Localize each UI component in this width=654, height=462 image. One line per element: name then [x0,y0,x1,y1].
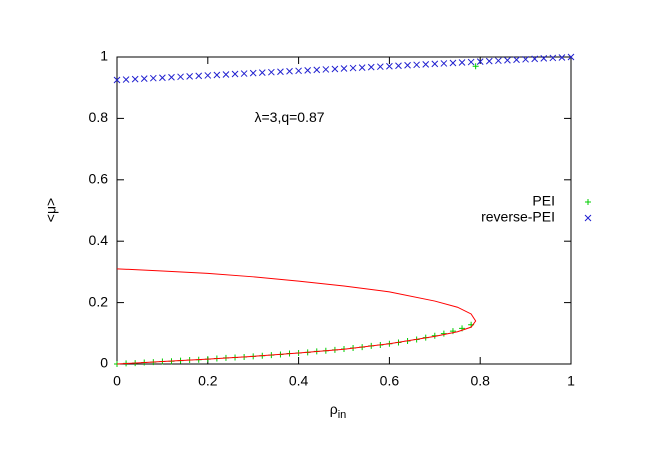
point [304,67,312,74]
point [440,330,447,337]
point [149,74,157,82]
point [177,73,184,81]
point [331,65,339,73]
point [268,68,275,76]
point [358,64,366,71]
x-tick-label: 0.4 [289,373,309,389]
point [531,55,539,63]
point [122,76,130,83]
point [540,55,548,62]
point [186,72,193,80]
point [313,66,321,74]
y-axis-label: <μ> [43,198,59,222]
point [213,71,221,79]
annotation: λ=3,q=0.87 [254,109,324,125]
point [195,72,203,80]
point [522,55,529,63]
x-axis-label-main: ρ [330,401,338,417]
x-tick-label: 0.8 [470,373,490,389]
x-tick-label: 0 [113,373,121,389]
point [395,62,402,70]
plot-frame [116,56,572,365]
point [231,70,239,78]
point [349,64,357,72]
x-axis-label: ρin [330,401,347,421]
point [258,69,266,77]
point [340,65,348,72]
point [204,72,212,79]
point [440,60,448,67]
legend-label: PEI [532,193,555,209]
point [567,53,575,61]
point [113,76,121,84]
x-tick-label: 0.2 [198,373,218,389]
point [240,70,248,77]
point [140,75,148,82]
y-tick-label: 0.2 [89,293,109,309]
y-tick-label: 0.6 [89,171,109,187]
point [513,56,520,64]
point [376,63,384,71]
point [558,54,566,61]
point [449,59,457,67]
point [131,75,139,83]
point [367,63,375,71]
point [549,54,557,62]
point [476,58,484,65]
y-tick-label: 0.8 [89,109,109,125]
x-tick-label: 0.6 [380,373,400,389]
point [495,57,502,65]
legend-marker [584,214,592,222]
y-tick-label: 1 [100,48,108,64]
point [222,71,230,78]
point [485,57,493,65]
legend-label: reverse-PEI [481,209,555,225]
point [277,68,284,76]
point [504,56,511,64]
point [467,58,475,66]
x-axis-label-subscript: in [338,409,347,421]
point [422,61,430,68]
point [295,67,302,75]
point [322,66,330,73]
point [386,62,393,70]
point [249,69,257,77]
point [413,61,420,69]
point [286,67,293,75]
y-tick-label: 0 [100,355,108,371]
point [168,73,175,81]
legend-marker [585,199,591,205]
y-tick-label: 0.4 [89,232,109,248]
point [431,60,439,68]
point [458,59,466,66]
series-line [116,268,477,365]
point [404,61,411,69]
x-tick-label: 1 [567,373,575,389]
point [472,63,479,70]
point [159,74,166,82]
